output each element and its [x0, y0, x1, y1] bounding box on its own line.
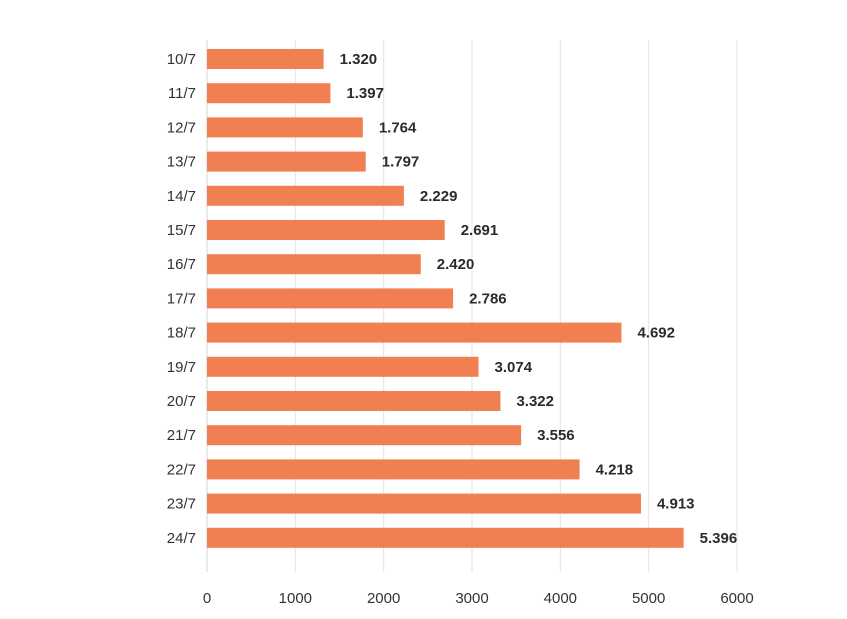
bar-19-7: [207, 356, 479, 377]
x-tick-label: 6000: [720, 590, 753, 607]
category-label: 18/7: [167, 325, 196, 342]
value-label: 3.322: [516, 393, 554, 410]
bar-21-7: [207, 425, 522, 446]
value-label: 1.320: [340, 51, 378, 68]
category-label: 14/7: [167, 188, 196, 205]
category-label: 22/7: [167, 461, 196, 478]
category-label: 12/7: [167, 119, 196, 136]
category-label: 15/7: [167, 222, 196, 239]
bar-23-7: [207, 493, 641, 514]
bar-17-7: [207, 288, 454, 309]
value-label: 4.218: [596, 461, 634, 478]
bar-10-7: [207, 49, 324, 69]
category-label: 10/7: [167, 51, 196, 68]
x-tick-label: 1000: [279, 590, 312, 607]
bar-24-7: [207, 527, 684, 548]
category-label: 23/7: [167, 496, 196, 513]
category-label: 16/7: [167, 256, 196, 273]
value-label: 4.692: [637, 325, 675, 342]
x-tick-label: 4000: [544, 590, 577, 607]
bars: [207, 49, 684, 548]
category-label: 21/7: [167, 427, 196, 444]
bar-16-7: [207, 254, 421, 275]
category-label: 24/7: [167, 530, 196, 547]
bar-20-7: [207, 391, 501, 411]
value-label: 1.797: [382, 154, 420, 171]
value-label: 1.764: [379, 119, 417, 136]
bar-18-7: [207, 322, 622, 343]
category-labels: 10/7 11/7 12/7 13/7 14/7 15/7 16/7 17/7 18/7 19/7…: [167, 51, 196, 547]
value-label: 5.396: [700, 530, 738, 547]
value-label: 3.074: [495, 359, 533, 376]
value-label: 3.556: [537, 427, 575, 444]
x-tick-label: 5000: [632, 590, 665, 607]
bar-15-7: [207, 220, 445, 240]
category-label: 13/7: [167, 154, 196, 171]
bar-13-7: [207, 151, 366, 172]
bar-11-7: [207, 83, 331, 104]
category-label: 11/7: [168, 85, 196, 102]
x-tick-label: 3000: [455, 590, 488, 607]
bar-12-7: [207, 117, 363, 138]
value-label: 4.913: [657, 496, 695, 513]
x-axis-tick-labels: 0 1000 2000 3000 4000 5000 6000: [203, 590, 754, 607]
x-tick-label: 0: [203, 590, 211, 607]
bar-22-7: [207, 459, 580, 480]
category-label: 20/7: [167, 393, 196, 410]
value-label: 2.691: [461, 222, 499, 239]
category-label: 19/7: [167, 359, 196, 376]
value-label: 2.229: [420, 188, 458, 205]
value-label: 2.786: [469, 290, 507, 307]
value-label: 2.420: [437, 256, 475, 273]
bar-14-7: [207, 185, 404, 206]
value-label: 1.397: [346, 85, 384, 102]
x-tick-label: 2000: [367, 590, 400, 607]
category-label: 17/7: [167, 290, 196, 307]
